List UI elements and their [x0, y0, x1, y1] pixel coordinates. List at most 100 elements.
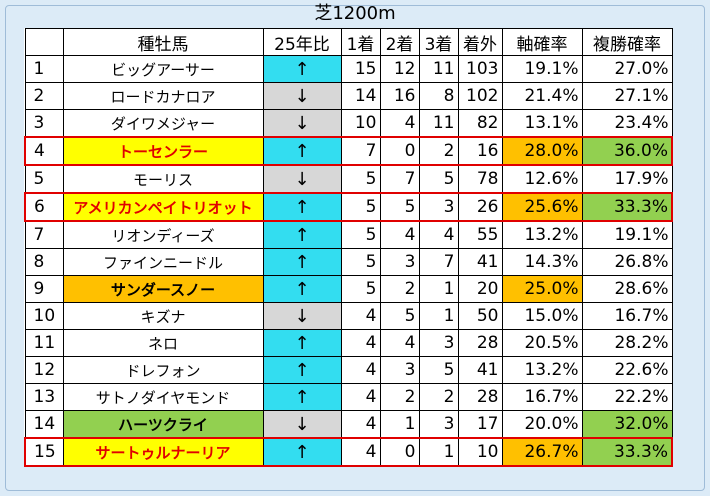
sire-name-cell: サンダースノー [62, 275, 264, 303]
out-count-cell: 16 [457, 136, 503, 166]
second-count-cell: 3 [379, 248, 420, 276]
third-count-cell: 11 [418, 109, 459, 138]
third-count-cell: 3 [418, 192, 459, 222]
axis-rate-cell: 26.7% [501, 437, 583, 467]
table-row: 14 ハーツクライ ↓ 4 1 3 17 20.0% 32.0% [24, 410, 673, 439]
out-count-cell: 41 [457, 356, 503, 384]
out-count-cell: 26 [457, 192, 503, 222]
trend-arrow-icon: ↑ [262, 329, 342, 357]
rank-cell: 2 [24, 82, 64, 110]
place-rate-cell: 28.2% [581, 329, 673, 357]
sire-name-cell: ロードカナロア [62, 82, 264, 110]
trend-arrow-icon: ↓ [262, 410, 342, 439]
second-count-cell: 7 [379, 164, 420, 194]
trend-arrow-icon: ↑ [262, 437, 342, 467]
third-count-cell: 3 [418, 410, 459, 439]
header-sire: 種牡馬 [62, 28, 264, 56]
sire-stats-table: 種牡馬 25年比 1着 2着 3着 着外 軸確率 複勝確率 1 ビッグアーサー ↑ 1… [24, 28, 673, 467]
axis-rate-cell: 25.6% [501, 192, 583, 222]
axis-rate-cell: 21.4% [501, 82, 583, 110]
trend-arrow-icon: ↓ [262, 82, 342, 110]
place-rate-cell: 36.0% [581, 136, 673, 166]
rank-cell: 13 [24, 383, 64, 411]
out-count-cell: 10 [457, 437, 503, 467]
first-count-cell: 5 [340, 220, 381, 249]
place-rate-cell: 16.7% [581, 302, 673, 330]
rank-cell: 15 [24, 437, 64, 467]
trend-arrow-icon: ↓ [262, 109, 342, 138]
trend-arrow-icon: ↑ [262, 383, 342, 411]
out-count-cell: 28 [457, 329, 503, 357]
place-rate-cell: 17.9% [581, 164, 673, 194]
axis-rate-cell: 20.0% [501, 410, 583, 439]
out-count-cell: 78 [457, 164, 503, 194]
rank-cell: 1 [24, 55, 64, 83]
sire-name-cell: ビッグアーサー [62, 55, 264, 83]
first-count-cell: 10 [340, 109, 381, 138]
out-count-cell: 20 [457, 275, 503, 303]
table-row: 4 トーセンラー ↑ 7 0 2 16 28.0% 36.0% [24, 136, 673, 166]
rank-cell: 9 [24, 275, 64, 303]
third-count-cell: 1 [418, 302, 459, 330]
first-count-cell: 4 [340, 410, 381, 439]
trend-arrow-icon: ↑ [262, 136, 342, 166]
third-count-cell: 7 [418, 248, 459, 276]
place-rate-cell: 32.0% [581, 410, 673, 439]
sire-name-cell: サートゥルナーリア [62, 437, 264, 467]
second-count-cell: 16 [379, 82, 420, 110]
place-rate-cell: 33.3% [581, 437, 673, 467]
trend-arrow-icon: ↓ [262, 302, 342, 330]
table-row: 6 アメリカンペイトリオット ↑ 5 5 3 26 25.6% 33.3% [24, 192, 673, 222]
table-row: 13 サトノダイヤモンド ↑ 4 2 2 28 16.7% 22.2% [24, 383, 673, 411]
first-count-cell: 15 [340, 55, 381, 83]
trend-arrow-icon: ↑ [262, 356, 342, 384]
sire-name-cell: ダイワメジャー [62, 109, 264, 138]
table-row: 7 リオンディーズ ↑ 5 4 4 55 13.2% 19.1% [24, 220, 673, 249]
trend-arrow-icon: ↑ [262, 192, 342, 222]
place-rate-cell: 23.4% [581, 109, 673, 138]
table-row: 12 ドレフォン ↑ 4 3 5 41 13.2% 22.6% [24, 356, 673, 384]
axis-rate-cell: 13.2% [501, 220, 583, 249]
out-count-cell: 28 [457, 383, 503, 411]
first-count-cell: 5 [340, 192, 381, 222]
second-count-cell: 12 [379, 55, 420, 83]
first-count-cell: 4 [340, 329, 381, 357]
third-count-cell: 2 [418, 136, 459, 166]
trend-arrow-icon: ↓ [262, 164, 342, 194]
out-count-cell: 103 [457, 55, 503, 83]
header-out: 着外 [457, 28, 503, 56]
header-second: 2着 [379, 28, 420, 56]
second-count-cell: 0 [379, 136, 420, 166]
first-count-cell: 5 [340, 275, 381, 303]
second-count-cell: 3 [379, 356, 420, 384]
axis-rate-cell: 25.0% [501, 275, 583, 303]
place-rate-cell: 22.2% [581, 383, 673, 411]
sire-name-cell: ドレフォン [62, 356, 264, 384]
first-count-cell: 5 [340, 248, 381, 276]
trend-arrow-icon: ↑ [262, 248, 342, 276]
second-count-cell: 2 [379, 275, 420, 303]
place-rate-cell: 33.3% [581, 192, 673, 222]
second-count-cell: 4 [379, 109, 420, 138]
header-rank [24, 28, 64, 56]
rank-cell: 7 [24, 220, 64, 249]
third-count-cell: 5 [418, 164, 459, 194]
rank-cell: 6 [24, 192, 64, 222]
table-row: 10 キズナ ↓ 4 5 1 50 15.0% 16.7% [24, 302, 673, 330]
axis-rate-cell: 16.7% [501, 383, 583, 411]
rank-cell: 4 [24, 136, 64, 166]
sire-name-cell: トーセンラー [62, 136, 264, 166]
first-count-cell: 4 [340, 437, 381, 467]
sire-name-cell: リオンディーズ [62, 220, 264, 249]
header-place-rate: 複勝確率 [581, 28, 673, 56]
third-count-cell: 1 [418, 275, 459, 303]
table-row: 9 サンダースノー ↑ 5 2 1 20 25.0% 28.6% [24, 275, 673, 303]
header-first: 1着 [340, 28, 381, 56]
table-row: 1 ビッグアーサー ↑ 15 12 11 103 19.1% 27.0% [24, 55, 673, 83]
table-row: 5 モーリス ↓ 5 7 5 78 12.6% 17.9% [24, 164, 673, 194]
first-count-cell: 14 [340, 82, 381, 110]
axis-rate-cell: 12.6% [501, 164, 583, 194]
sire-name-cell: アメリカンペイトリオット [62, 192, 264, 222]
third-count-cell: 11 [418, 55, 459, 83]
header-third: 3着 [418, 28, 459, 56]
